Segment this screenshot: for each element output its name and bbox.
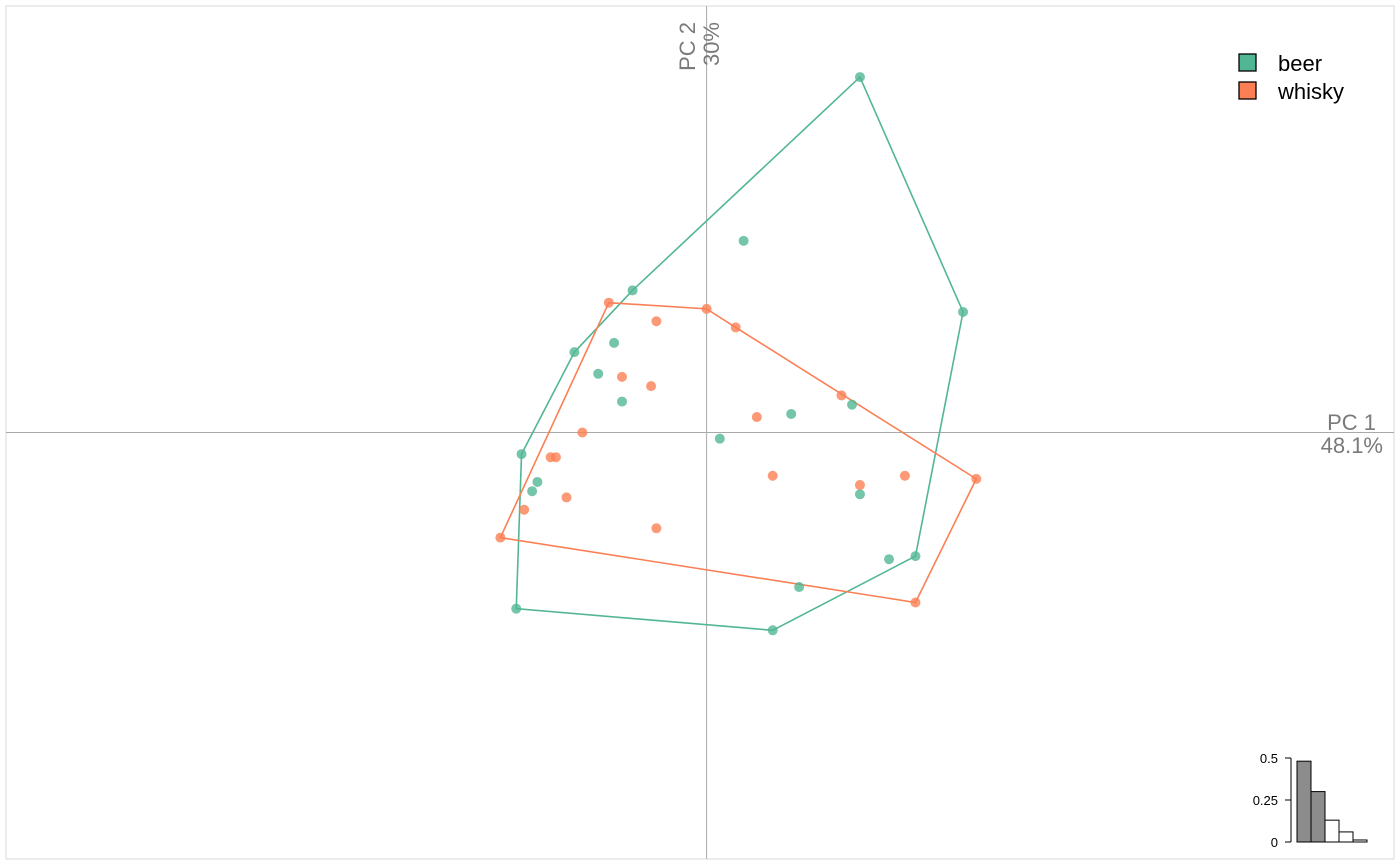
x-axis-percent: 48.1%: [1321, 433, 1383, 458]
y-axis-percent: 30%: [699, 22, 724, 66]
legend-swatch-beer: [1238, 53, 1257, 72]
eigen-tick-label: 0.5: [1260, 751, 1278, 766]
point-whisky: [730, 322, 741, 333]
point-whisky: [495, 532, 506, 543]
eigenvalue-barplot: 0.5 0.25 0: [1253, 751, 1368, 850]
point-whisky: [971, 473, 982, 484]
point-whisky: [617, 371, 628, 382]
point-whisky: [519, 504, 530, 515]
point-beer: [767, 625, 778, 636]
point-beer: [714, 433, 725, 444]
legend-swatch-whisky: [1238, 81, 1257, 100]
legend: beer whisky: [1238, 51, 1344, 104]
hull-beer: [515, 75, 964, 632]
point-beer: [516, 449, 527, 460]
point-beer: [511, 603, 522, 614]
legend-label-beer: beer: [1278, 51, 1322, 76]
point-beer: [609, 337, 620, 348]
point-whisky: [767, 470, 778, 481]
point-whisky: [561, 492, 572, 503]
point-whisky: [603, 297, 614, 308]
point-beer: [527, 486, 538, 497]
x-axis-name: PC 1: [1327, 410, 1376, 435]
point-whisky: [910, 597, 921, 608]
eigen-bar: [1310, 791, 1326, 843]
eigen-bar: [1324, 819, 1340, 843]
point-beer: [738, 235, 749, 246]
point-beer: [569, 347, 580, 358]
point-whisky: [577, 427, 588, 438]
eigen-tick-label: 0.25: [1253, 793, 1278, 808]
point-whisky: [854, 480, 865, 491]
point-whisky: [550, 452, 561, 463]
point-beer: [910, 551, 921, 562]
point-whisky: [701, 303, 712, 314]
point-beer: [854, 72, 865, 83]
point-beer: [532, 476, 543, 487]
point-whisky: [646, 381, 657, 392]
hull-whisky: [499, 301, 978, 604]
eigen-bar: [1296, 760, 1312, 843]
y-axis-name: PC 2: [675, 22, 700, 71]
point-beer: [794, 582, 805, 593]
point-beer: [958, 306, 969, 317]
eigen-tick-label: 0: [1271, 835, 1278, 850]
point-whisky: [651, 523, 662, 534]
point-whisky: [899, 470, 910, 481]
point-beer: [627, 285, 638, 296]
point-beer: [786, 408, 797, 419]
point-beer: [593, 368, 604, 379]
eigen-bar: [1352, 839, 1368, 843]
point-beer: [847, 399, 858, 410]
point-beer: [854, 489, 865, 500]
eigen-bar: [1338, 831, 1354, 843]
point-beer: [884, 554, 895, 565]
legend-label-whisky: whisky: [1277, 79, 1344, 104]
point-beer: [617, 396, 628, 407]
point-whisky: [651, 316, 662, 327]
point-whisky: [751, 412, 762, 423]
data-points: [495, 72, 982, 636]
axes: [6, 6, 1394, 859]
point-whisky: [836, 390, 847, 401]
